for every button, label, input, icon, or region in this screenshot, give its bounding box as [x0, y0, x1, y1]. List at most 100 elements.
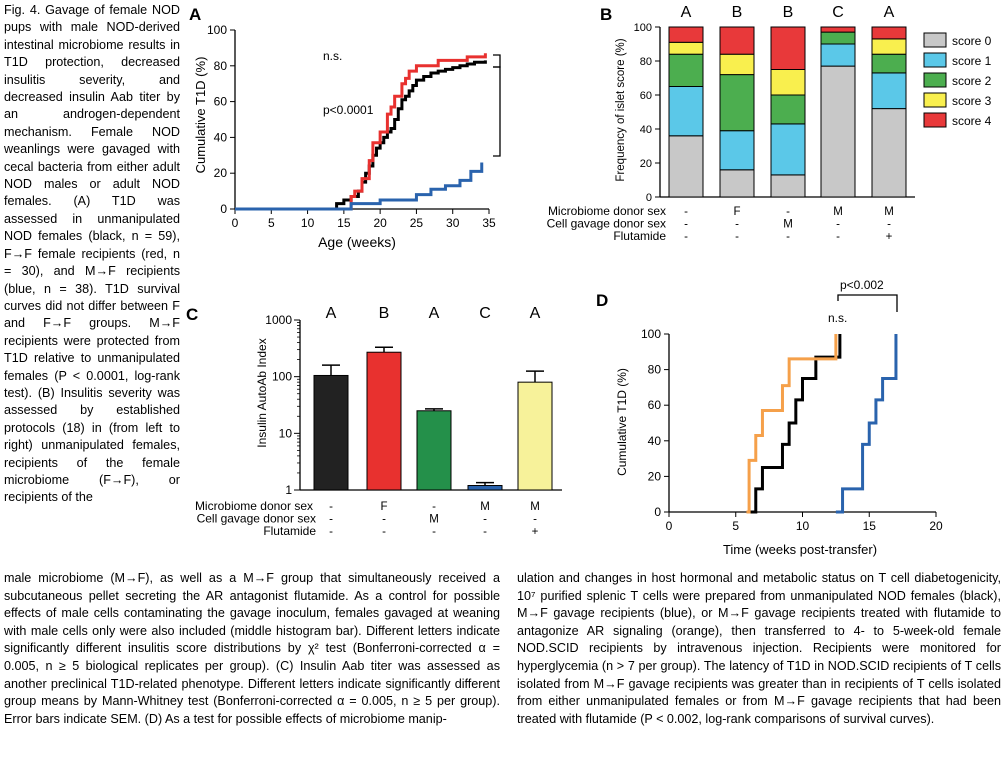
panel-b-legend: score 0 score 1 score 2 score 3 score 4: [923, 32, 992, 128]
panel-c-condition-value: -: [432, 526, 436, 538]
panel-b-bar-segment: [871, 38, 907, 55]
panel-b-ytick-label: 100: [634, 22, 652, 34]
panel-d-xtick-label: 15: [863, 519, 877, 533]
panel-c-condition-value: M: [530, 501, 540, 513]
panel-c-condition-value: -: [329, 514, 333, 526]
panel-a-ytick-label: 100: [207, 23, 227, 37]
panel-c-group-letter: A: [429, 305, 440, 322]
panel-b-condition-value: M: [884, 206, 894, 218]
panel-b-label: B: [600, 5, 612, 24]
panel-d-label: D: [596, 291, 608, 310]
panel-d-xlabel: Time (weeks post-transfer): [723, 542, 877, 557]
panel-a: A Cumulative T1D (%) Age (weeks) 0 20 40 60…: [189, 5, 501, 250]
panel-d-annotations: p<0.002 n.s.: [828, 278, 898, 325]
panel-c-condition-value: M: [429, 514, 439, 526]
panel-d-ytick-label: 100: [641, 327, 661, 341]
panel-d-axes: 0 20 40 60 80 100 0 5 10 15 20: [641, 327, 943, 533]
panel-c-group-letter: A: [326, 305, 337, 322]
panel-d-xtick-label: 0: [666, 519, 673, 533]
panel-b-condition-label: Flutamide: [613, 229, 666, 243]
panel-a-series-line-2: [235, 162, 484, 211]
panel-a-xtick-label: 5: [268, 216, 275, 230]
panel-c-group-letter: A: [530, 305, 541, 322]
panel-d-ytick-label: 60: [648, 398, 662, 412]
panel-b-legend-label: score 3: [952, 94, 992, 108]
panel-a-axes: 0 20 40 60 80 100 0 5 10 15 20 25 30 35: [207, 23, 496, 230]
panel-d-ytick-label: 80: [648, 363, 662, 377]
caption-bottom-left: male microbiome (M→F), as well as a M→F …: [4, 570, 500, 728]
panel-b-condition-value: -: [887, 219, 891, 231]
panel-a-ytick-label: 20: [214, 166, 228, 180]
panel-b-ylabel: Frequency of islet score (%): [615, 38, 627, 181]
panel-b-bar-segment: [871, 108, 907, 198]
panel-b-ytick-label: 20: [640, 158, 652, 170]
panel-c-ytick-label: 10: [279, 426, 293, 440]
panel-b-bar-segment: [668, 86, 704, 137]
panel-d-series-line-1: [746, 334, 838, 514]
panel-c-bar: [517, 381, 553, 491]
panel-a-ns: n.s.: [323, 49, 342, 63]
panel-a-xtick-label: 20: [373, 216, 387, 230]
panel-a-xtick-label: 30: [446, 216, 460, 230]
caption-bottom-left-text: male microbiome (M→F), as well as a M→F …: [4, 571, 500, 726]
panel-b-legend-label: score 0: [952, 34, 992, 48]
panel-b-bar-segment: [871, 26, 907, 40]
panel-b-legend-label: score 4: [952, 114, 992, 128]
panel-b-legend-label: score 1: [952, 54, 992, 68]
panel-b-group-letter: A: [681, 4, 692, 21]
panel-c-label: C: [186, 305, 198, 324]
panel-b-bar-segment: [820, 26, 856, 33]
panel-c-ytick-label: 1: [285, 483, 292, 497]
panel-b-legend-swatch: [923, 92, 947, 108]
panel-b-legend-swatch: [923, 72, 947, 88]
panel-c-condition-value: -: [483, 514, 487, 526]
panel-a-annotations: n.s. p<0.0001: [323, 49, 501, 157]
panel-b-group-letter: A: [884, 4, 895, 21]
panel-c-group-letter: C: [479, 305, 491, 322]
panel-d-xtick-label: 20: [929, 519, 943, 533]
panel-a-xtick-label: 15: [337, 216, 351, 230]
panel-b-condition-value: M: [833, 206, 843, 218]
panel-c-bar: [467, 485, 503, 491]
panel-b-bar-segment: [820, 31, 856, 45]
panel-b-ytick-label: 60: [640, 90, 652, 102]
panel-c-condition-label: Cell gavage donor sex: [197, 512, 316, 526]
panel-b-condition-label: Microbiome donor sex: [548, 204, 666, 218]
panel-b-bar-segment: [770, 123, 806, 176]
panel-d-ytick-label: 40: [648, 434, 662, 448]
panel-b-legend-label: score 2: [952, 74, 992, 88]
panel-b-bar-segment: [668, 41, 704, 55]
panel-c-condition-value: -: [483, 526, 487, 538]
panel-b-group-letter: B: [783, 4, 794, 21]
panel-d-series-line-0: [749, 334, 842, 514]
panel-b-bar-segment: [770, 26, 806, 70]
panel-a-xtick-label: 0: [232, 216, 239, 230]
panel-b-condition-value: -: [786, 231, 790, 243]
panel-d: D Cumulative T1D (%) Time (weeks post-tr…: [596, 278, 943, 557]
panel-d-series-line-2: [835, 334, 898, 514]
panel-b-legend-swatch: [923, 52, 947, 68]
panel-c-axes: 1 10 100 1000: [265, 313, 562, 497]
panel-d-ylabel: Cumulative T1D (%): [615, 368, 629, 476]
panel-a-ytick-label: 80: [214, 59, 228, 73]
panel-b-condition-value: -: [684, 219, 688, 231]
panel-b-bar-segment: [719, 130, 755, 171]
panel-b-bar-segment: [820, 65, 856, 198]
panel-a-series-line-1: [235, 53, 487, 211]
panel-b-condition-value: -: [684, 231, 688, 243]
panel-b-condition-label: Cell gavage donor sex: [547, 217, 666, 231]
panel-c-condition-value: -: [382, 514, 386, 526]
panel-a-ylabel: Cumulative T1D (%): [193, 57, 208, 174]
panel-b-bar-segment: [871, 53, 907, 74]
panel-b-bar-segment: [719, 53, 755, 76]
panel-b-condition-value: -: [684, 206, 688, 218]
panel-c-ytick-label: 100: [272, 370, 292, 384]
panel-b-condition-value: +: [886, 231, 893, 243]
panel-b-group-letter: B: [732, 4, 743, 21]
panel-a-pvalue: p<0.0001: [323, 103, 374, 117]
panel-b-bar-segment: [770, 174, 806, 198]
panel-b-condition-value: F: [733, 206, 740, 218]
panel-b-ytick-label: 80: [640, 56, 652, 68]
